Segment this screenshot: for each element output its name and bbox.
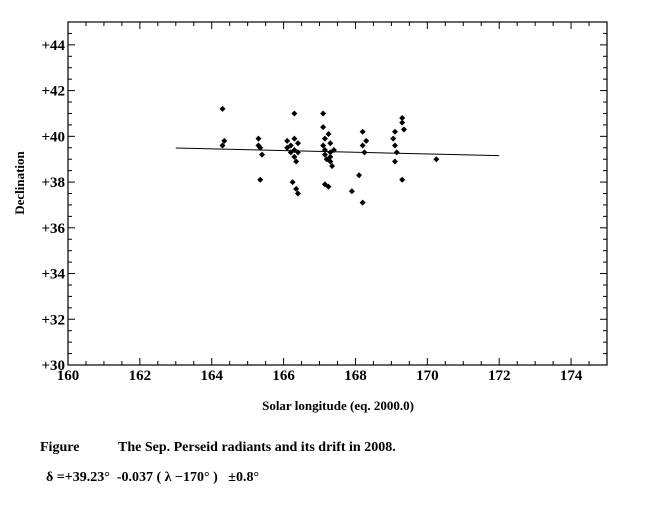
y-tick-label: +30 — [41, 358, 65, 374]
data-point — [293, 158, 300, 165]
axis-ticks — [67, 21, 608, 366]
x-tick-label: 164 — [200, 368, 223, 384]
data-point — [399, 176, 406, 183]
x-tick-label: 168 — [344, 368, 367, 384]
data-point — [257, 176, 264, 183]
data-point — [330, 147, 337, 154]
data-point — [359, 128, 366, 135]
data-point — [391, 142, 398, 149]
caption-formula: δ =+39.23° -0.037 ( λ −170° ) ±0.8° — [46, 470, 260, 485]
data-point — [284, 137, 291, 144]
data-point — [433, 156, 440, 163]
y-tick-label: +34 — [41, 267, 65, 283]
data-points — [219, 105, 440, 206]
data-point — [321, 147, 328, 154]
x-tick-label: 172 — [488, 368, 511, 384]
data-point — [321, 135, 328, 142]
data-point — [291, 153, 298, 160]
data-point — [327, 140, 334, 147]
data-point — [294, 190, 301, 197]
data-point — [255, 135, 262, 142]
y-tick-label: +44 — [41, 38, 65, 54]
data-point — [320, 142, 327, 149]
data-point — [329, 163, 336, 170]
data-point — [219, 105, 226, 112]
data-point — [259, 151, 266, 158]
x-tick-label: 166 — [272, 368, 295, 384]
y-tick-label: +32 — [41, 312, 65, 328]
data-point — [325, 183, 332, 190]
data-point — [320, 124, 327, 131]
y-tick-label: +38 — [41, 175, 65, 191]
data-point — [321, 151, 328, 158]
x-tick-label: 174 — [560, 368, 583, 384]
y-tick-label: +40 — [41, 129, 65, 145]
data-point — [327, 158, 334, 165]
y-axis-title: Declination — [12, 150, 27, 214]
x-tick-label: 162 — [129, 368, 152, 384]
data-point — [294, 149, 301, 156]
caption-label: Figure — [40, 440, 80, 455]
data-point — [291, 110, 298, 117]
data-point — [291, 135, 298, 142]
data-point — [327, 153, 334, 160]
plot-frame — [67, 21, 608, 366]
data-point — [325, 131, 332, 138]
x-axis-title: Solar longitude (eq. 2000.0) — [262, 398, 414, 413]
data-point — [391, 128, 398, 135]
caption-text: The Sep. Perseid radiants and its drift … — [118, 440, 396, 455]
data-point — [399, 115, 406, 122]
data-point — [400, 126, 407, 133]
data-point — [390, 135, 397, 142]
data-point — [356, 172, 363, 179]
data-point — [289, 179, 296, 186]
data-point — [359, 199, 366, 206]
data-point — [287, 142, 294, 149]
data-point — [348, 188, 355, 195]
data-point — [391, 158, 398, 165]
data-point — [219, 142, 226, 149]
y-tick-label: +42 — [41, 84, 65, 100]
data-point — [361, 149, 368, 156]
data-point — [363, 137, 370, 144]
data-point — [359, 142, 366, 149]
fit-line — [175, 147, 500, 157]
tick-labels: 160 162 164 166 168 170 172 174 +30 +32 +34 +36 +38 +… — [41, 38, 582, 384]
data-point — [293, 185, 300, 192]
x-tick-label: 160 — [57, 368, 80, 384]
data-point — [399, 119, 406, 126]
x-tick-label: 170 — [416, 368, 439, 384]
y-tick-label: +36 — [41, 221, 65, 237]
data-point — [393, 149, 400, 156]
data-point — [320, 110, 327, 117]
data-point — [294, 140, 301, 147]
data-point — [221, 137, 228, 144]
data-point — [257, 144, 264, 151]
